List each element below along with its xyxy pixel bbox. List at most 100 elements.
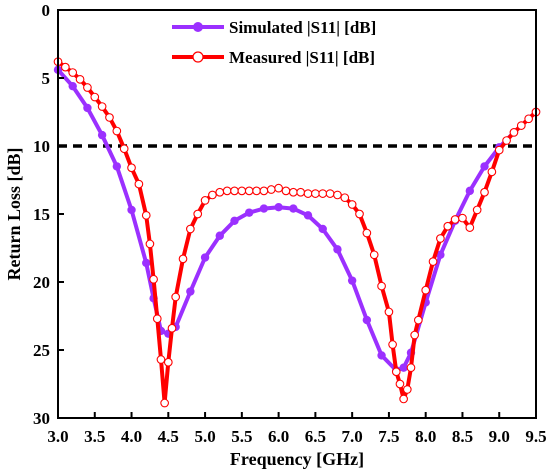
data-point	[83, 103, 92, 113]
data-point	[413, 315, 423, 325]
data-point	[149, 274, 158, 284]
axes-layer: 3.0 3.5 4.0 4.5 5.0 5.5 6.0 6.5 7.0 7.5 8.0 8.5 9.0 9…	[33, 1, 547, 446]
data-point	[90, 92, 100, 102]
data-point	[472, 205, 482, 215]
data-point	[421, 285, 431, 295]
data-point	[68, 81, 77, 91]
data-point	[178, 254, 188, 264]
data-point	[402, 385, 412, 394]
data-point	[391, 367, 401, 377]
data-point	[458, 213, 467, 223]
data-point	[215, 187, 225, 197]
data-point	[83, 83, 92, 92]
data-point	[259, 204, 269, 213]
data-point	[105, 113, 114, 122]
x-tick-label: 8.5	[452, 427, 473, 446]
data-point	[274, 183, 283, 193]
x-tick-label: 7.5	[378, 427, 399, 446]
data-point	[516, 121, 526, 130]
x-tick-label: 6.5	[305, 427, 326, 446]
data-point	[406, 363, 416, 373]
data-point	[222, 186, 232, 196]
legend-swatch-marker	[192, 51, 204, 63]
data-point	[399, 394, 408, 404]
data-point	[384, 307, 394, 317]
data-point	[193, 209, 203, 219]
x-tick-label: 3.5	[84, 427, 105, 446]
data-point	[318, 224, 327, 234]
data-point	[75, 75, 85, 84]
data-point	[355, 209, 364, 219]
data-point	[119, 144, 129, 154]
data-point	[259, 186, 269, 196]
data-point	[369, 250, 379, 260]
data-point	[141, 211, 151, 220]
x-tick-label: 4.0	[121, 427, 142, 446]
data-point	[244, 186, 254, 196]
y-tick-label: 5	[42, 69, 51, 88]
legend-label: Measured |S11| [dB]	[229, 48, 375, 67]
data-point	[303, 211, 313, 220]
y-axis-title: Return Loss [dB]	[4, 147, 24, 280]
data-point	[237, 186, 247, 196]
data-point	[296, 187, 306, 197]
data-point	[395, 379, 405, 389]
data-point	[134, 179, 144, 189]
series-measured	[53, 57, 541, 408]
data-point	[318, 189, 328, 198]
data-point	[311, 189, 320, 198]
plot-frame	[57, 9, 537, 419]
data-point	[465, 186, 475, 196]
series-layer	[53, 57, 541, 408]
legend-swatch-marker	[193, 22, 203, 32]
data-point	[410, 330, 420, 340]
data-point	[152, 314, 162, 324]
data-point	[494, 145, 504, 155]
data-point	[340, 193, 350, 203]
y-tick-label: 15	[33, 205, 50, 224]
y-tick-label: 30	[33, 409, 50, 428]
data-point	[450, 215, 460, 224]
data-point	[163, 357, 173, 367]
data-point	[186, 224, 195, 234]
data-point	[325, 189, 335, 198]
x-tick-label: 5.5	[231, 427, 252, 446]
y-tick-label: 20	[33, 273, 50, 292]
data-point	[388, 340, 397, 349]
data-point	[288, 187, 298, 197]
data-point	[145, 239, 155, 249]
data-point	[362, 315, 372, 325]
data-point	[200, 253, 210, 262]
data-point	[509, 128, 519, 137]
data-point	[333, 190, 342, 200]
data-point	[112, 162, 122, 171]
data-point	[160, 398, 169, 408]
data-point	[208, 190, 217, 200]
y-tick-label: 25	[33, 341, 50, 360]
data-point	[303, 189, 313, 198]
data-point	[428, 257, 438, 266]
data-point	[436, 250, 445, 259]
series-simulated	[53, 65, 541, 375]
data-point	[200, 196, 210, 205]
data-point	[156, 355, 166, 364]
x-tick-label: 6.0	[268, 427, 289, 446]
data-point	[266, 185, 276, 194]
data-point	[245, 208, 254, 217]
data-point	[61, 62, 70, 72]
x-tick-label: 7.0	[342, 427, 363, 446]
data-point	[436, 234, 445, 243]
data-point	[112, 126, 122, 136]
series-line	[56, 59, 538, 405]
data-point	[281, 186, 291, 196]
data-point	[333, 245, 342, 254]
x-axis-title: Frequency [GHz]	[230, 449, 364, 469]
data-point	[127, 163, 136, 173]
data-point	[347, 200, 357, 209]
data-point	[487, 167, 497, 177]
data-point	[362, 228, 372, 238]
legend-label: Simulated |S11| [dB]	[229, 18, 376, 37]
data-point	[186, 287, 195, 296]
data-point	[480, 162, 489, 171]
